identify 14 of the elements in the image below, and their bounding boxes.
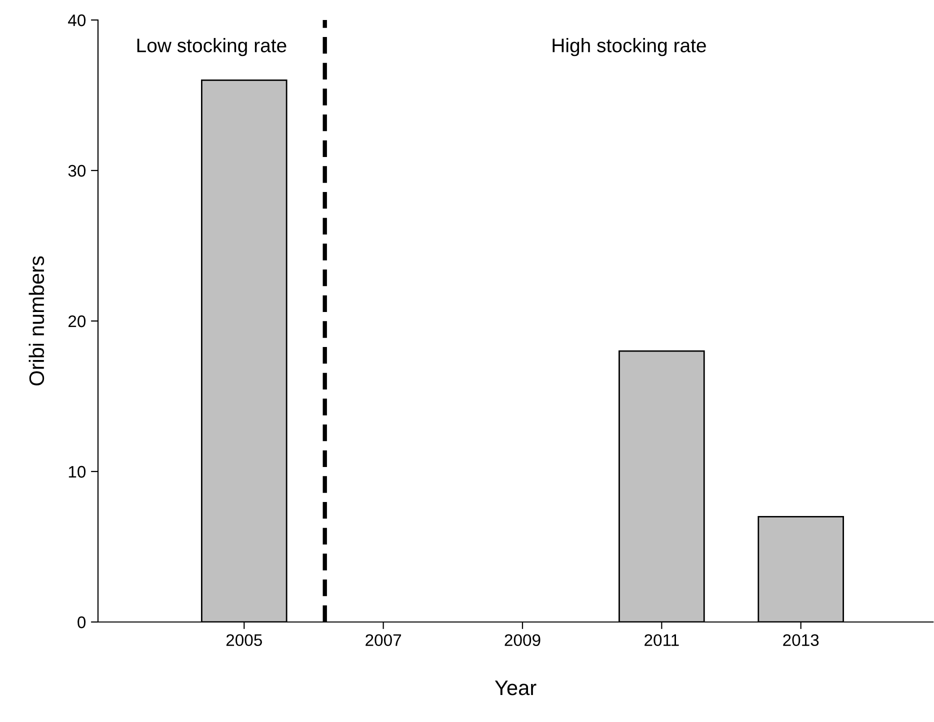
x-tick-label: 2013 <box>783 634 819 646</box>
y-tick-label: 40 <box>68 14 86 26</box>
x-axis-title: Year <box>494 680 536 696</box>
x-tick-label: 2011 <box>644 634 679 646</box>
y-tick-label: 10 <box>68 466 86 478</box>
x-tick-label: 2007 <box>366 634 402 646</box>
annotation: High stocking rate <box>552 38 706 56</box>
y-axis-title: Oribi numbers <box>28 256 44 386</box>
y-tick-label: 0 <box>78 616 86 628</box>
annotation: Low stocking rate <box>137 38 286 56</box>
y-tick-label: 20 <box>68 315 86 328</box>
y-tick-label: 30 <box>68 164 86 177</box>
x-tick-label: 2005 <box>226 634 262 646</box>
x-tick-label: 2009 <box>504 634 540 646</box>
